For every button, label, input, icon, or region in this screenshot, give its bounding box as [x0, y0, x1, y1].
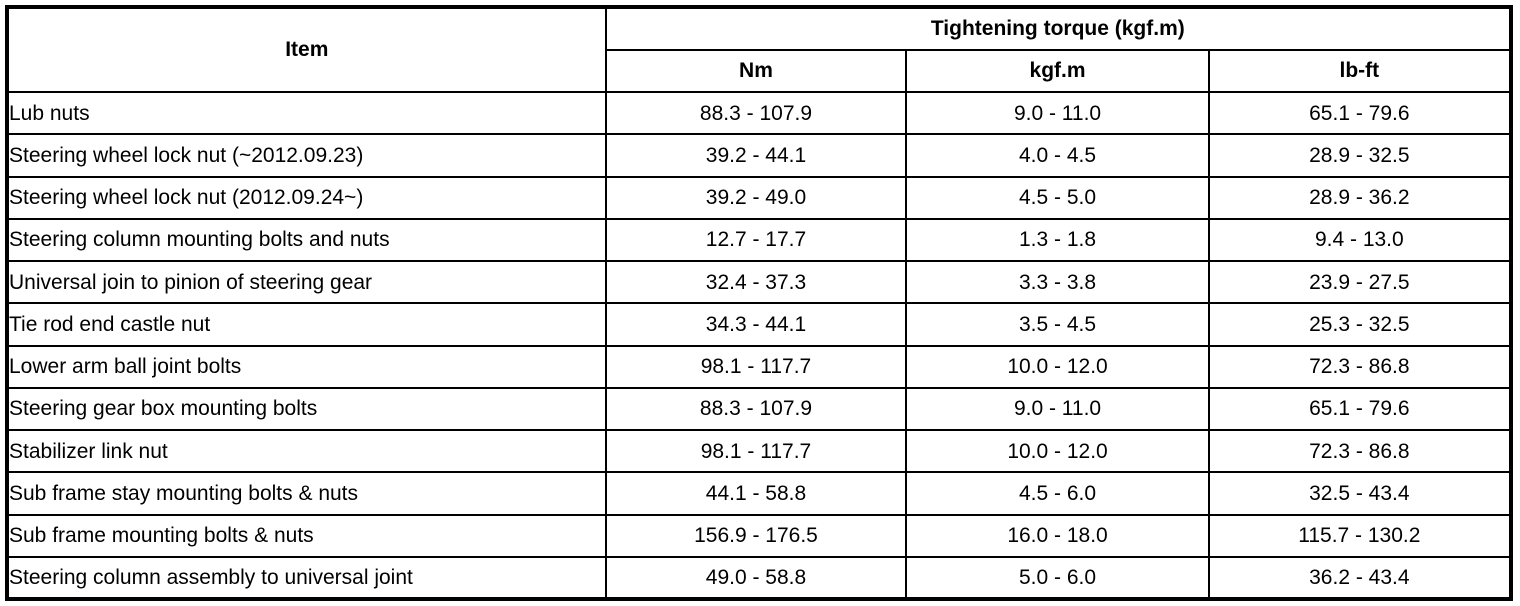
unit-header-lbft: lb-ft — [1207, 49, 1513, 93]
item-cell: Steering column mounting bolts and nuts — [6, 217, 607, 263]
item-column-header: Item — [6, 6, 607, 93]
nm-cell: 39.2 - 44.1 — [604, 133, 908, 178]
table-row: Steering column assembly to universal jo… — [6, 555, 1513, 601]
lbft-cell: 72.3 - 86.8 — [1207, 344, 1513, 389]
nm-cell: 39.2 - 49.0 — [604, 175, 908, 220]
nm-cell: 98.1 - 117.7 — [604, 344, 908, 389]
nm-cell: 12.7 - 17.7 — [604, 217, 908, 263]
item-cell: Stabilizer link nut — [6, 428, 607, 474]
lbft-cell: 28.9 - 36.2 — [1207, 175, 1513, 220]
lbft-cell: 65.1 - 79.6 — [1207, 90, 1513, 136]
kgfm-cell: 3.3 - 3.8 — [905, 259, 1210, 305]
lbft-cell: 9.4 - 13.0 — [1207, 217, 1513, 263]
item-cell: Steering wheel lock nut (~2012.09.23) — [6, 133, 607, 178]
kgfm-cell: 10.0 - 12.0 — [905, 344, 1210, 389]
nm-cell: 32.4 - 37.3 — [604, 259, 908, 305]
table-row: Lub nuts 88.3 - 107.9 9.0 - 11.0 65.1 - … — [6, 90, 1513, 136]
lbft-cell: 115.7 - 130.2 — [1207, 513, 1513, 558]
nm-cell: 98.1 - 117.7 — [604, 428, 908, 474]
nm-cell: 88.3 - 107.9 — [604, 90, 908, 136]
torque-spec-table: Item Tightening torque (kgf.m) Nm kgf.m … — [5, 5, 1513, 601]
item-cell: Steering gear box mounting bolts — [6, 386, 607, 432]
table-row: Universal join to pinion of steering gea… — [6, 259, 1513, 305]
nm-cell: 88.3 - 107.9 — [604, 386, 908, 432]
nm-cell: 44.1 - 58.8 — [604, 471, 908, 516]
nm-cell: 49.0 - 58.8 — [604, 555, 908, 601]
table-row: Steering wheel lock nut (2012.09.24~) 39… — [6, 175, 1513, 220]
kgfm-cell: 10.0 - 12.0 — [905, 428, 1210, 474]
kgfm-cell: 4.5 - 6.0 — [905, 471, 1210, 516]
table-row: Steering column mounting bolts and nuts … — [6, 217, 1513, 263]
item-cell: Steering column assembly to universal jo… — [6, 555, 607, 601]
item-cell: Tie rod end castle nut — [6, 302, 607, 347]
unit-header-kgfm: kgf.m — [905, 49, 1210, 93]
item-cell: Sub frame mounting bolts & nuts — [6, 513, 607, 558]
table-row: Steering wheel lock nut (~2012.09.23) 39… — [6, 133, 1513, 178]
kgfm-cell: 9.0 - 11.0 — [905, 386, 1210, 432]
kgfm-cell: 9.0 - 11.0 — [905, 90, 1210, 136]
table-row: Steering gear box mounting bolts 88.3 - … — [6, 386, 1513, 432]
lbft-cell: 32.5 - 43.4 — [1207, 471, 1513, 516]
kgfm-cell: 4.0 - 4.5 — [905, 133, 1210, 178]
table-row: Stabilizer link nut 98.1 - 117.7 10.0 - … — [6, 428, 1513, 474]
kgfm-cell: 4.5 - 5.0 — [905, 175, 1210, 220]
kgfm-cell: 3.5 - 4.5 — [905, 302, 1210, 347]
table-row: Sub frame stay mounting bolts & nuts 44.… — [6, 471, 1513, 516]
nm-cell: 34.3 - 44.1 — [604, 302, 908, 347]
item-cell: Lub nuts — [6, 90, 607, 136]
item-cell: Lower arm ball joint bolts — [6, 344, 607, 389]
nm-cell: 156.9 - 176.5 — [604, 513, 908, 558]
lbft-cell: 25.3 - 32.5 — [1207, 302, 1513, 347]
item-cell: Sub frame stay mounting bolts & nuts — [6, 471, 607, 516]
lbft-cell: 23.9 - 27.5 — [1207, 259, 1513, 305]
table-row: Tie rod end castle nut 34.3 - 44.1 3.5 -… — [6, 302, 1513, 347]
header-group-row: Item Tightening torque (kgf.m) — [6, 6, 1513, 93]
item-cell: Universal join to pinion of steering gea… — [6, 259, 607, 305]
header-unit-row: Nm kgf.m lb-ft — [7, 49, 1513, 93]
item-cell: Steering wheel lock nut (2012.09.24~) — [6, 175, 607, 220]
torque-group-header: Tightening torque (kgf.m) — [604, 6, 1513, 51]
lbft-cell: 72.3 - 86.8 — [1207, 428, 1513, 474]
kgfm-cell: 5.0 - 6.0 — [905, 555, 1210, 601]
kgfm-cell: 16.0 - 18.0 — [905, 513, 1210, 558]
lbft-cell: 36.2 - 43.4 — [1207, 555, 1513, 601]
lbft-cell: 65.1 - 79.6 — [1207, 386, 1513, 432]
table-row: Sub frame mounting bolts & nuts 156.9 - … — [6, 513, 1513, 558]
lbft-cell: 28.9 - 32.5 — [1207, 133, 1513, 178]
kgfm-cell: 1.3 - 1.8 — [905, 217, 1210, 263]
table-row: Lower arm ball joint bolts 98.1 - 117.7 … — [6, 344, 1513, 389]
unit-header-nm: Nm — [604, 49, 908, 93]
